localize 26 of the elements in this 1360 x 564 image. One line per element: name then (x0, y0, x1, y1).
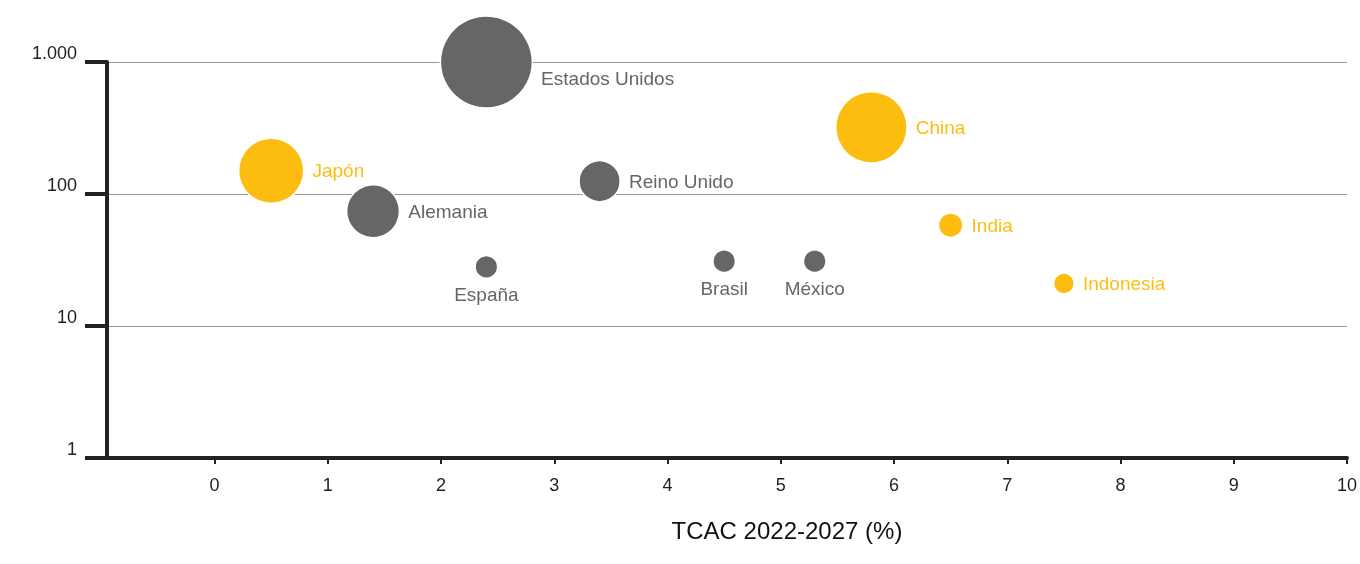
x-tick-label: 9 (1228, 475, 1239, 495)
series-label: México (784, 278, 845, 300)
x-tick-label: 6 (889, 475, 900, 495)
series-label: Reino Unido (628, 170, 734, 192)
y-tick-label: 10 (56, 307, 77, 327)
y-tick-label: 100 (46, 175, 77, 195)
series-label: Alemania (408, 200, 488, 222)
x-tick-label: 5 (775, 475, 786, 495)
series-label: Estados Unidos (541, 67, 675, 89)
series-label: Indonesia (1082, 272, 1166, 294)
series-label: España (454, 283, 519, 305)
x-tick-label: 2 (436, 475, 447, 495)
series-label: China (915, 116, 966, 138)
x-tick-label: 3 (549, 475, 560, 495)
x-axis-title: TCAC 2022-2027 (%) (671, 516, 903, 544)
series-label: India (971, 214, 1014, 236)
x-tick-label: 0 (209, 475, 220, 495)
x-tick-label: 7 (1002, 475, 1013, 495)
x-tick-label: 10 (1336, 475, 1357, 495)
y-tick-label: 1 (66, 439, 77, 459)
x-tick-label: 4 (662, 475, 673, 495)
x-tick-label: 1 (322, 475, 333, 495)
series-label: Japón (312, 160, 365, 182)
y-tick-label: 1.000 (31, 43, 77, 63)
series-label: Brasil (700, 278, 748, 300)
x-tick-label: 8 (1115, 475, 1126, 495)
